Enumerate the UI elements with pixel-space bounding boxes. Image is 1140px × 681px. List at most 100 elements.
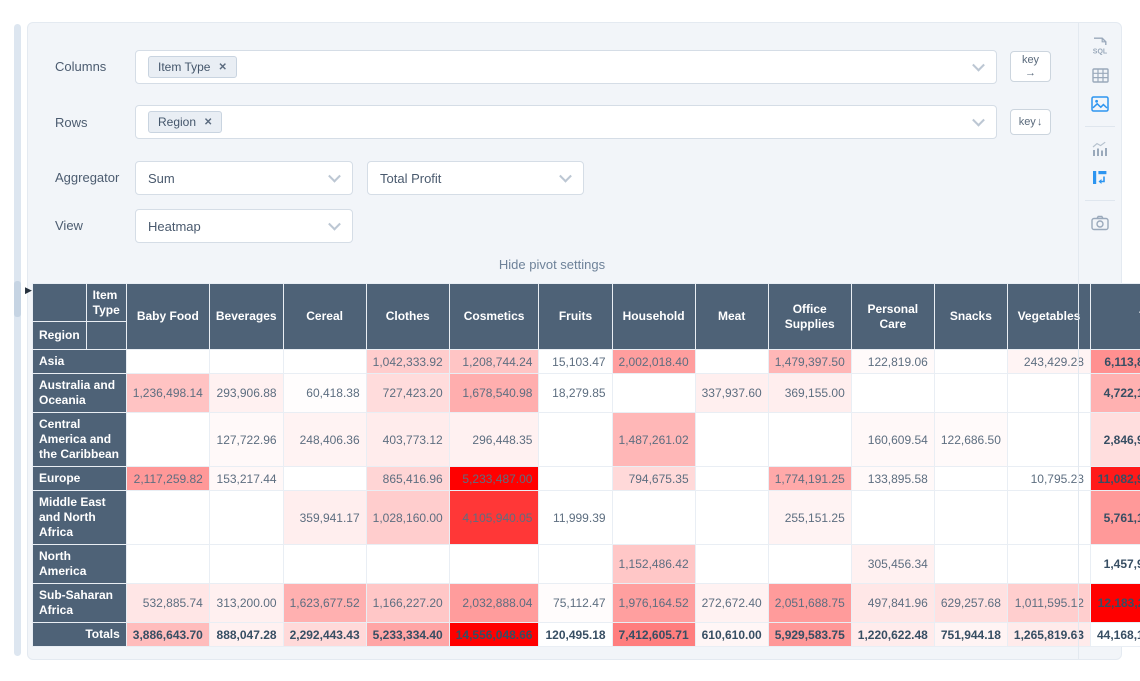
column-total-cell: 888,047.28	[208, 622, 284, 647]
pivot-value-cell	[1006, 544, 1091, 584]
pivot-value-cell: 1,042,333.92	[365, 349, 450, 374]
corner-cell	[85, 321, 127, 350]
aggregator-select[interactable]: Sum	[135, 161, 353, 195]
pivot-value-cell: 75,112.47	[538, 583, 613, 623]
pivot-value-cell: 1,236,498.14	[125, 373, 210, 413]
view-label: View	[55, 218, 83, 233]
rows-label: Rows	[55, 115, 88, 130]
column-header: Personal Care	[850, 283, 935, 350]
column-total-cell: 5,233,334.40	[365, 622, 450, 647]
pivot-value-cell: 10,795.23	[1006, 466, 1091, 491]
column-header: Clothes	[365, 283, 450, 350]
pivot-value-cell: 629,257.68	[933, 583, 1008, 623]
row-total-cell: 1,457,942.76	[1089, 544, 1140, 584]
row-axis-label: Region	[32, 321, 87, 350]
pivot-value-cell: 272,672.40	[694, 583, 769, 623]
remove-tag-icon[interactable]: ✕	[218, 61, 227, 73]
chevron-down-icon	[328, 169, 341, 183]
panel-resize-handle[interactable]	[14, 281, 21, 317]
pivot-value-cell: 1,479,397.50	[767, 349, 852, 374]
hide-pivot-settings-link[interactable]: Hide pivot settings	[498, 257, 606, 272]
pivot-value-cell: 2,002,018.40	[611, 349, 696, 374]
rows-tag-region[interactable]: Region ✕	[148, 111, 223, 133]
column-header: Household	[611, 283, 696, 350]
grand-total-cell: 44,168,198.40	[1089, 622, 1140, 647]
column-header: Meat	[694, 283, 769, 350]
image-icon[interactable]	[1090, 94, 1110, 114]
pivot-value-cell	[933, 490, 1008, 545]
row-label: Australia and Oceania	[32, 373, 127, 413]
pivot-value-cell: 497,841.96	[850, 583, 935, 623]
bar-chart-icon[interactable]	[1090, 139, 1110, 159]
pivot-value-cell: 1,487,261.02	[611, 412, 696, 467]
pivot-value-cell: 1,623,677.52	[282, 583, 367, 623]
left-panel-gutter[interactable]	[14, 24, 21, 656]
pivot-value-cell: 1,774,191.25	[767, 466, 852, 491]
pivot-value-cell: 359,941.17	[282, 490, 367, 545]
pivot-value-cell	[694, 349, 769, 374]
chevron-down-icon	[972, 58, 985, 72]
pivot-value-cell	[125, 349, 210, 374]
chevron-down-icon	[972, 113, 985, 127]
corner-cell	[32, 283, 87, 322]
column-total-cell: 14,556,048.66	[448, 622, 540, 647]
pivot-value-cell	[694, 412, 769, 467]
key-label: key	[1021, 54, 1040, 67]
pivot-value-cell	[933, 349, 1008, 374]
column-total-cell: 751,944.18	[933, 622, 1008, 647]
pivot-value-cell: 337,937.60	[694, 373, 769, 413]
pivot-value-cell	[611, 490, 696, 545]
pivot-value-cell	[538, 544, 613, 584]
rows-select[interactable]: Region ✕	[135, 105, 997, 139]
pivot-value-cell	[1006, 412, 1091, 467]
pivot-value-cell: 1,976,164.52	[611, 583, 696, 623]
pivot-value-cell	[767, 544, 852, 584]
columns-key-button[interactable]: key →	[1010, 51, 1051, 82]
pivot-value-cell: 11,999.39	[538, 490, 613, 545]
view-select[interactable]: Heatmap	[135, 209, 353, 243]
pivot-value-cell	[208, 490, 284, 545]
columns-tag-item-type[interactable]: Item Type ✕	[148, 56, 237, 78]
sql-icon[interactable]: SQL	[1090, 36, 1110, 56]
pivot-value-cell: 18,279.85	[538, 373, 613, 413]
expand-panel-arrow-icon[interactable]: ▶	[25, 285, 32, 295]
pivot-value-cell: 15,103.47	[538, 349, 613, 374]
pivot-value-cell	[1006, 490, 1091, 545]
tag-label: Region	[158, 115, 197, 129]
key-label: key	[1018, 115, 1036, 128]
pivot-icon[interactable]	[1090, 168, 1110, 188]
view-value: Heatmap	[148, 218, 201, 234]
pivot-value-cell	[1006, 373, 1091, 413]
pivot-value-cell: 794,675.35	[611, 466, 696, 491]
column-total-cell: 1,220,622.48	[850, 622, 935, 647]
toolbar-divider	[1085, 126, 1115, 127]
remove-tag-icon[interactable]: ✕	[204, 116, 213, 128]
rows-key-button[interactable]: key ↓	[1010, 109, 1051, 135]
pivot-value-cell: 248,406.36	[282, 412, 367, 467]
pivot-value-cell	[850, 373, 935, 413]
column-header: Cereal	[282, 283, 367, 350]
row-label: Europe	[32, 466, 127, 491]
pivot-value-cell	[933, 373, 1008, 413]
pivot-value-cell: 865,416.96	[365, 466, 450, 491]
pivot-value-cell: 305,456.34	[850, 544, 935, 584]
pivot-value-cell	[933, 544, 1008, 584]
pivot-value-cell	[282, 349, 367, 374]
pivot-value-cell: 153,217.44	[208, 466, 284, 491]
aggregator-value: Sum	[148, 170, 175, 186]
pivot-value-cell: 1,166,227.20	[365, 583, 450, 623]
pivot-value-cell: 122,819.06	[850, 349, 935, 374]
pivot-value-cell	[538, 412, 613, 467]
pivot-value-cell: 727,423.20	[365, 373, 450, 413]
aggregator-field-select[interactable]: Total Profit	[367, 161, 584, 195]
camera-icon[interactable]	[1090, 213, 1110, 233]
pivot-value-cell: 127,722.96	[208, 412, 284, 467]
columns-select[interactable]: Item Type ✕	[135, 50, 997, 84]
table-icon[interactable]	[1090, 65, 1110, 85]
column-header: Snacks	[933, 283, 1008, 350]
pivot-value-cell: 133,895.58	[850, 466, 935, 491]
pivot-value-cell: 293,906.88	[208, 373, 284, 413]
aggregator-field-value: Total Profit	[380, 170, 442, 186]
row-label: Sub-Saharan Africa	[32, 583, 127, 623]
